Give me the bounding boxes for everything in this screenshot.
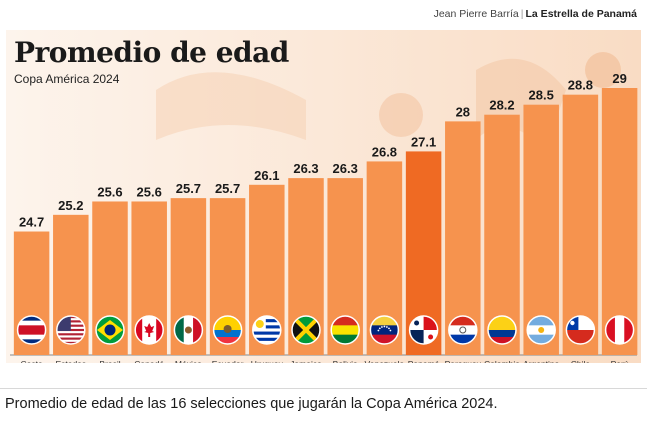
byline-separator: |: [520, 8, 524, 20]
value-label: 26.8: [372, 144, 397, 159]
ecuador-flag-icon: [212, 315, 243, 345]
bolivia-flag-icon: [330, 315, 360, 345]
category-label: Ecuador: [212, 359, 244, 363]
value-label: 28.2: [489, 98, 514, 113]
category-label: Jamaica: [290, 359, 322, 363]
ball-icon: [585, 52, 621, 88]
category-label: Brasil: [99, 359, 120, 363]
ball-icon: [379, 93, 423, 137]
category-label: Panamá: [408, 359, 440, 363]
value-label: 28.5: [529, 88, 554, 103]
bar-argentina: [523, 104, 559, 355]
bar-chile: [562, 94, 599, 356]
value-label: 26.1: [254, 168, 279, 183]
category-label: México: [175, 359, 202, 363]
category-label: Chile: [571, 359, 591, 363]
bar-chart: 24.7 25.2 25.6 25.6 25.7 25.7 26.1 26.3 26.3 26.8…: [6, 30, 641, 363]
value-label: 28: [456, 104, 470, 119]
value-label: 25.7: [176, 181, 201, 196]
colombia-flag-icon: [487, 315, 517, 345]
publication-name: La Estrella de Panamá: [525, 8, 637, 20]
panama-flag-icon: [408, 315, 439, 345]
category-label: Costa: [20, 359, 42, 363]
argentina-flag-icon: [526, 315, 556, 345]
peru-flag-icon: [604, 315, 635, 345]
player-silhouette-icon: [156, 72, 306, 140]
chart-title: Promedio de edad: [14, 36, 289, 69]
value-label: 25.2: [58, 198, 83, 213]
usa-flag-icon: [56, 315, 86, 345]
value-label: 27.1: [411, 134, 436, 149]
author-name: Jean Pierre Barría: [433, 8, 519, 20]
value-label: 25.6: [137, 184, 162, 199]
category-label: Perú: [611, 359, 629, 363]
category-label: Colombia: [484, 359, 520, 363]
jamaica-flag-icon: [291, 315, 321, 345]
caption-divider: [0, 388, 647, 389]
chile-flag-icon: [565, 315, 596, 345]
figure-caption: Promedio de edad de las 16 selecciones q…: [5, 396, 498, 412]
category-label: Canadá: [134, 359, 164, 363]
mexico-flag-icon: [173, 315, 204, 345]
value-label: 28.8: [568, 78, 593, 93]
bar-perú: [601, 88, 638, 355]
value-label: 26.3: [293, 161, 318, 176]
bar-colombia: [484, 114, 520, 355]
category-label: Uruguay: [251, 359, 284, 363]
category-label: Venezuela: [365, 359, 405, 363]
infographic-panel: 24.7 25.2 25.6 25.6 25.7 25.7 26.1 26.3 26.3 26.8…: [6, 30, 641, 363]
value-label: 29: [612, 71, 626, 86]
brazil-flag-icon: [95, 315, 125, 345]
value-label: 25.7: [215, 181, 240, 196]
value-label: 24.7: [19, 215, 44, 230]
paraguay-flag-icon: [448, 315, 478, 345]
category-label: Estados: [55, 359, 86, 363]
byline: Jean Pierre Barría | La Estrella de Panamá: [434, 8, 637, 20]
value-label: 26.3: [333, 161, 358, 176]
category-label: Bolivia: [333, 359, 358, 363]
category-label: Paraguay: [445, 359, 482, 363]
uruguay-flag-icon: [252, 315, 282, 345]
chart-subtitle: Copa América 2024: [14, 72, 120, 86]
value-label: 25.6: [97, 184, 122, 199]
category-label: Argentina: [523, 359, 560, 363]
costa-rica-flag-icon: [16, 315, 47, 345]
canada-flag-icon: [134, 315, 164, 345]
venezuela-flag-icon: [369, 315, 400, 345]
